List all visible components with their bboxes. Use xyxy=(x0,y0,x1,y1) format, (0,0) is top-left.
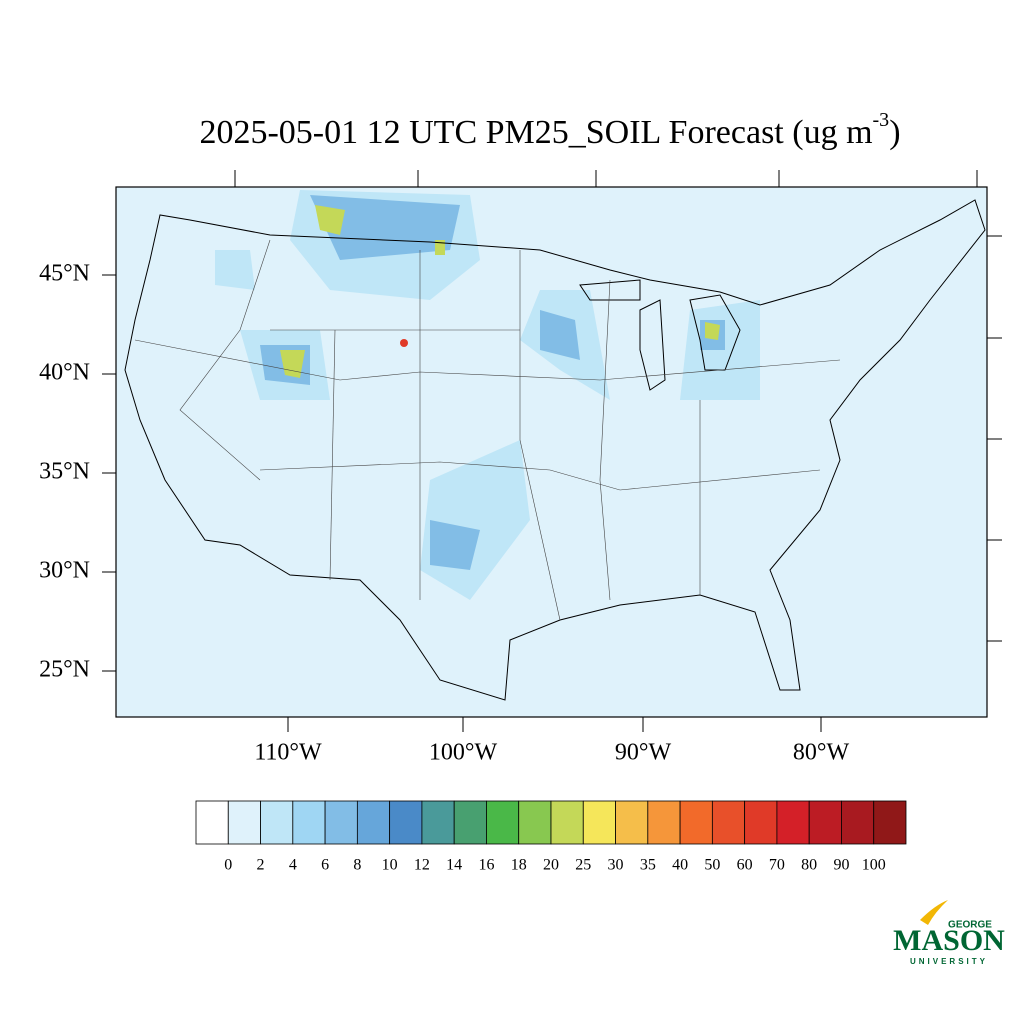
colorbar-box xyxy=(711,800,746,845)
colorbar-label: 2 xyxy=(257,857,265,874)
colorbar-label: 25 xyxy=(575,857,591,874)
colorbar-label: 60 xyxy=(737,857,753,874)
lat-label: 35°N xyxy=(39,459,90,485)
colorbar-label: 12 xyxy=(414,857,430,874)
colorbar-label: 40 xyxy=(672,857,688,874)
colorbar-box xyxy=(679,800,713,845)
logo-top: GEORGE xyxy=(948,920,992,931)
colorbar-box xyxy=(324,800,358,845)
colorbar-label: 6 xyxy=(321,857,329,874)
colorbar-label: 4 xyxy=(289,857,297,874)
colorbar-box xyxy=(421,800,455,845)
colorbar-box xyxy=(292,800,326,845)
hotspot xyxy=(400,339,408,347)
colorbar-label: 16 xyxy=(478,857,494,874)
colorbar-label: 18 xyxy=(511,857,527,874)
colorbar-box xyxy=(841,800,875,845)
colorbar-box xyxy=(744,800,778,845)
colorbar-box xyxy=(453,800,487,845)
colorbar-box xyxy=(776,800,810,845)
map-background xyxy=(116,187,987,717)
colorbar-box xyxy=(518,800,552,845)
graticule-ticks xyxy=(102,170,1002,732)
colorbar-label: 90 xyxy=(833,857,849,874)
lat-label: 30°N xyxy=(39,558,90,584)
colorbar-label: 0 xyxy=(224,857,232,874)
colorbar-box xyxy=(615,800,649,845)
logo-bottom: UNIVERSITY xyxy=(910,957,988,966)
lat-label: 40°N xyxy=(39,360,90,386)
colorbar-label: 8 xyxy=(353,857,361,874)
lon-label: 90°W xyxy=(615,740,672,766)
colorbar-box xyxy=(260,800,294,845)
lon-label: 100°W xyxy=(429,740,498,766)
colorbar-box xyxy=(227,800,261,845)
colorbar-label: 14 xyxy=(446,857,462,874)
peak-areas xyxy=(280,205,720,378)
map-title: 2025-05-01 12 UTC PM25_SOIL Forecast (ug… xyxy=(199,109,900,151)
colorbar-box xyxy=(550,800,584,845)
map-frame xyxy=(115,186,988,718)
colorbar-label: 35 xyxy=(640,857,656,874)
colorbar-box xyxy=(195,800,229,845)
colorbar-label: 80 xyxy=(801,857,817,874)
lon-label: 110°W xyxy=(254,740,322,766)
lon-label: 80°W xyxy=(793,740,850,766)
colorbar: 0 2 4 6 8 10 12 14 16 18 20 25 30 35 40 50 60 70 80 90 100 xyxy=(195,800,907,874)
state-borders xyxy=(134,239,841,621)
colorbar-box xyxy=(389,800,423,845)
lat-label: 45°N xyxy=(39,261,90,287)
coastline xyxy=(124,199,986,701)
colorbar-box xyxy=(873,800,907,845)
colorbar-label: 30 xyxy=(608,857,624,874)
colorbar-box xyxy=(356,800,391,845)
colorbar-box xyxy=(808,800,842,845)
logo-main: MASON xyxy=(893,924,1005,957)
colorbar-label: 100 xyxy=(862,857,886,874)
logo: GEORGE MASON UNIVERSITY xyxy=(893,900,1005,966)
colorbar-box xyxy=(582,800,616,845)
colorbar-box xyxy=(647,800,681,845)
colorbar-label: 10 xyxy=(382,857,398,874)
colorbar-label: 50 xyxy=(704,857,720,874)
colorbar-label: 20 xyxy=(543,857,559,874)
map xyxy=(102,170,1002,732)
lat-label: 25°N xyxy=(39,657,90,683)
colorbar-box xyxy=(486,800,520,845)
colorbar-label: 70 xyxy=(769,857,785,874)
